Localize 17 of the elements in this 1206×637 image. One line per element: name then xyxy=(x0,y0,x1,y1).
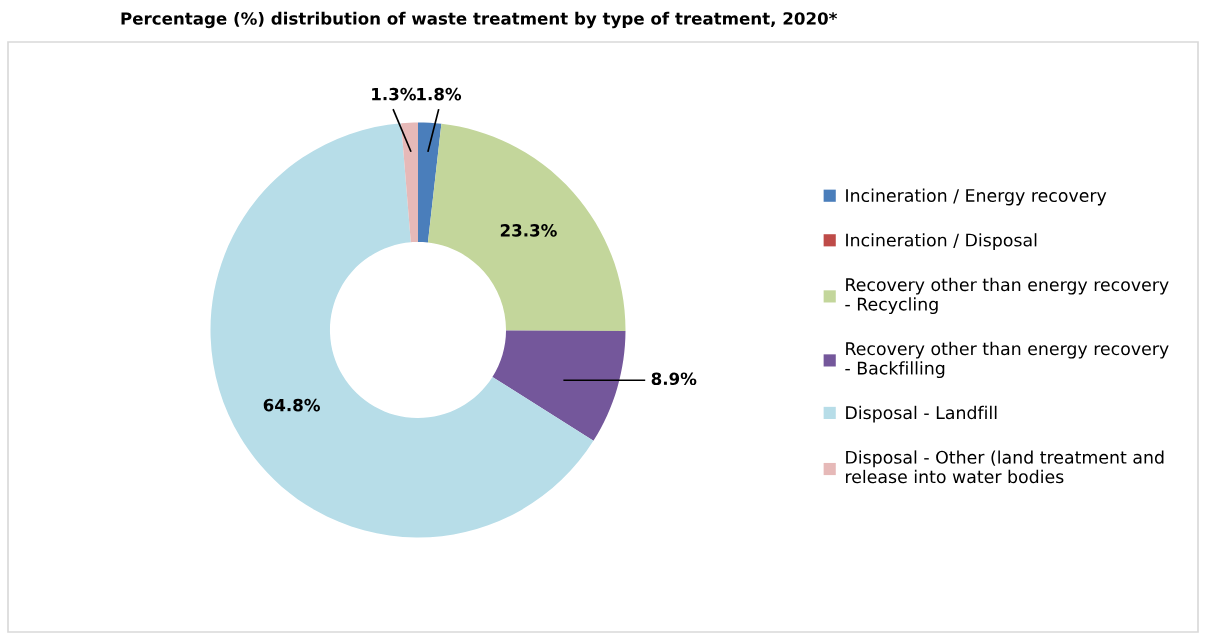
data-label: 23.3% xyxy=(500,224,557,237)
data-label: 8.9% xyxy=(651,372,697,386)
donut-slice xyxy=(418,122,442,243)
data-label: 1.3% xyxy=(372,87,416,101)
legend-label: Incineration / Disposal xyxy=(846,233,1037,250)
donut-slice xyxy=(427,123,626,331)
legend-label: Incineration / Energy recovery xyxy=(846,188,1107,206)
legend-label: Recovery other than energy recovery - Recycling xyxy=(845,277,1169,314)
donut-slice xyxy=(401,122,418,243)
donut-slice xyxy=(210,123,594,538)
chart-title: Percentage (%) distribution of waste treatment by type of treatment, 2020* xyxy=(121,11,838,29)
data-label: 1.8% xyxy=(417,87,462,101)
donut-slice xyxy=(492,330,626,441)
data-label: 64.8% xyxy=(263,398,320,412)
legend-label: Recovery other than energy recovery - Backfilling xyxy=(845,341,1169,379)
legend-label: Disposal - Landfill xyxy=(846,405,997,423)
legend-label: Disposal - Other (land treatment and release into water bodies xyxy=(846,450,1164,484)
